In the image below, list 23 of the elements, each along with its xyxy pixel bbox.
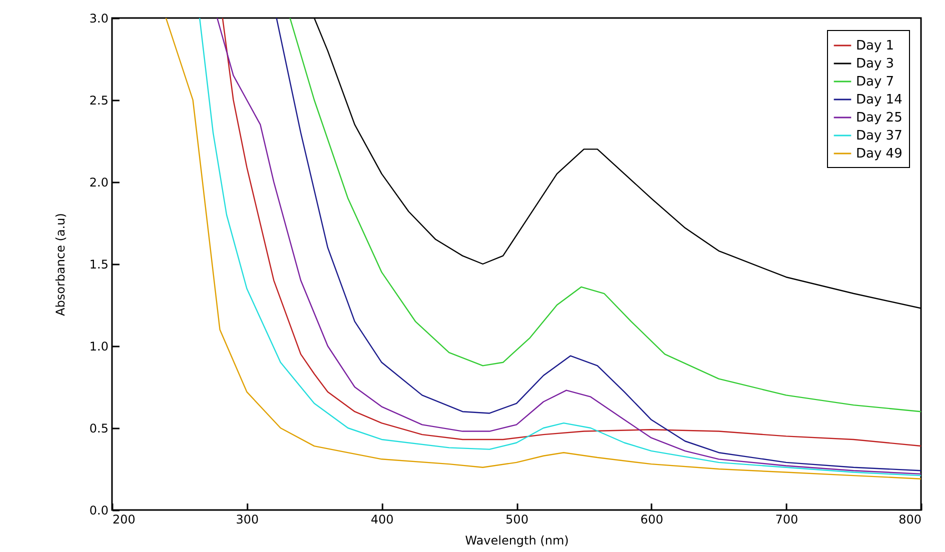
y-tick-label: 0.5 xyxy=(89,422,108,436)
y-tick-label: 3.0 xyxy=(89,12,108,26)
legend-label: Day 1 xyxy=(856,38,894,54)
y-tick-label: 2.0 xyxy=(89,176,108,190)
x-tick-label: 500 xyxy=(506,512,528,526)
legend-label: Day 3 xyxy=(856,56,894,72)
y-axis-title: Absorbance (a.u) xyxy=(53,213,68,316)
x-tick-label: 800 xyxy=(898,512,922,526)
y-tick-label: 1.5 xyxy=(89,258,108,272)
x-tick-label: 600 xyxy=(640,512,664,526)
x-tick-label: 400 xyxy=(370,512,394,526)
x-tick-label: 200 xyxy=(112,512,136,526)
legend-label: Day 7 xyxy=(856,74,894,90)
y-tick-label: 0.0 xyxy=(89,504,108,518)
legend-label: Day 14 xyxy=(856,92,902,108)
x-tick-label: 300 xyxy=(236,512,259,526)
x-tick-label: 700 xyxy=(775,512,798,526)
y-tick-label: 2.5 xyxy=(89,94,108,108)
legend-label: Day 49 xyxy=(856,146,902,162)
y-tick-label: 1.0 xyxy=(89,340,108,354)
legend-label: Day 25 xyxy=(856,110,902,126)
x-axis-title: Wavelength (nm) xyxy=(465,534,569,548)
legend-label: Day 37 xyxy=(856,128,902,144)
